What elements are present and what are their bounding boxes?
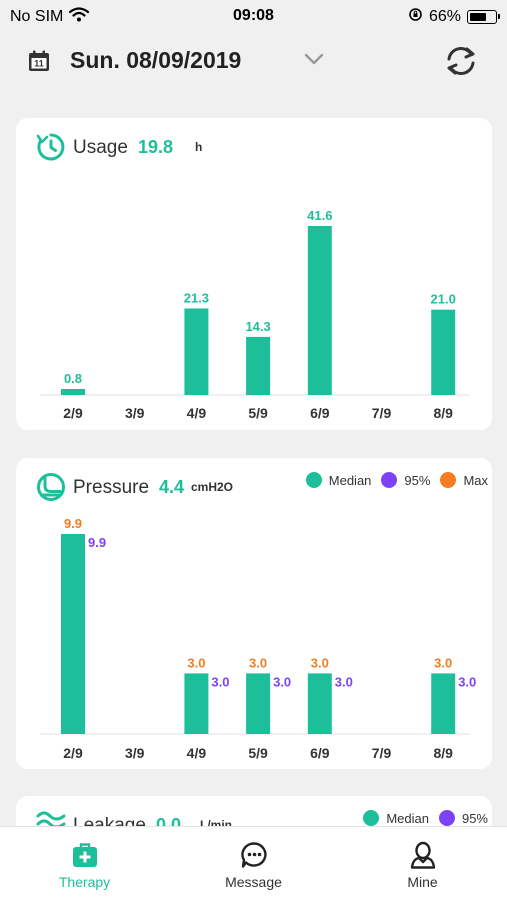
legend-median: Median [305, 472, 372, 488]
svg-text:11: 11 [34, 59, 44, 69]
tab-mine-label: Mine [407, 874, 438, 890]
leakage-legend: Median 95% [353, 810, 488, 826]
leakage-legend-95-label: 95% [461, 810, 488, 826]
leakage-legend-median: Median [363, 810, 429, 826]
legend-max: Max [440, 472, 488, 488]
usage-bar [61, 389, 85, 395]
pressure-95-label: 3.0 [273, 674, 291, 689]
status-time: 09:08 [233, 7, 274, 24]
status-bar: No SIM 09:08 66% [0, 0, 507, 32]
usage-x-tick: 5/9 [248, 405, 268, 421]
pressure-x-tick: 4/9 [187, 745, 207, 761]
user-icon [338, 841, 507, 869]
usage-bar [431, 309, 456, 395]
usage-x-tick: 4/9 [187, 405, 207, 421]
leakage-legend-median-label: Median [386, 810, 429, 826]
pressure-unit: cmH2O [191, 480, 234, 494]
pressure-median-bar [431, 673, 456, 734]
pressure-95-label: 3.0 [211, 674, 229, 689]
pressure-legend: Median 95% Max [296, 472, 488, 488]
tab-message[interactable]: Message [169, 827, 338, 900]
usage-bar-label: 41.6 [307, 208, 332, 223]
usage-x-tick: 8/9 [433, 405, 453, 421]
leakage-legend-95-dot [438, 810, 455, 826]
usage-bar [307, 226, 332, 395]
pressure-max-label: 3.0 [434, 655, 452, 670]
leakage-legend-median-dot [363, 810, 380, 826]
pressure-x-tick: 7/9 [372, 745, 392, 761]
status-right-group: 66% [408, 7, 500, 27]
pressure-95-label: 3.0 [458, 674, 476, 689]
calendar-icon[interactable]: 11 [27, 49, 51, 78]
legend-95: 95% [381, 472, 430, 488]
carrier-group: No SIM [10, 7, 90, 27]
carrier-label: No SIM [10, 8, 64, 25]
chevron-down-icon[interactable] [304, 52, 324, 71]
tab-bar: Therapy Message Mine [0, 826, 507, 900]
pressure-x-tick: 2/9 [63, 745, 83, 761]
pressure-x-tick: 3/9 [125, 745, 145, 761]
usage-title: Usage [73, 137, 128, 158]
pressure-max-label: 3.0 [249, 655, 267, 670]
legend-median-label: Median [328, 472, 372, 488]
usage-chart: 0.8 2/9 3/9 21.3 4/9 14.3 5/9 41.6 6/9 7/9 21.0 8/9 [40, 208, 470, 421]
usage-bar-label: 14.3 [245, 319, 270, 334]
battery-fill [470, 13, 486, 21]
legend-max-dot [440, 472, 457, 488]
usage-unit: h [195, 140, 203, 154]
usage-bar [184, 308, 209, 395]
medical-kit-icon [0, 841, 169, 869]
date-header: 11 Sun. 08/09/2019 [0, 36, 507, 86]
tab-therapy-label: Therapy [58, 874, 111, 890]
pressure-chart: 9.9 9.9 2/9 3/9 3.0 3.0 4/9 3.0 3.0 5/9 3.0 3.0 6/9 7… [40, 516, 476, 761]
usage-card-header: Usage 19.8 h [16, 118, 492, 178]
pressure-max-label: 3.0 [187, 655, 205, 670]
pressure-gauge-icon [36, 472, 66, 507]
selected-date[interactable]: Sun. 08/09/2019 [70, 47, 242, 73]
pressure-x-tick: 5/9 [248, 745, 268, 761]
pressure-95-label: 3.0 [335, 674, 353, 689]
usage-bar-label: 0.8 [64, 371, 82, 386]
pressure-card[interactable]: Pressure 4.4 cmH2O Median 95% Max 9.9 9.9… [16, 458, 492, 769]
usage-x-tick: 7/9 [372, 405, 392, 421]
legend-median-dot [305, 472, 322, 488]
pressure-median-bar [184, 673, 209, 734]
tab-message-label: Message [225, 874, 282, 890]
sync-icon[interactable] [443, 45, 479, 82]
legend-95-dot [381, 472, 398, 488]
pressure-max-label: 9.9 [64, 516, 82, 531]
usage-bar-label: 21.3 [184, 290, 209, 305]
legend-95-label: 95% [404, 472, 431, 488]
tab-therapy[interactable]: Therapy [0, 827, 169, 900]
usage-x-tick: 3/9 [125, 405, 145, 421]
pressure-max-label: 3.0 [311, 655, 329, 670]
usage-bar [246, 336, 271, 395]
pressure-95-label: 9.9 [88, 535, 106, 550]
pressure-median-bar [307, 673, 332, 734]
usage-value: 19.8 [138, 137, 174, 157]
tab-mine[interactable]: Mine [338, 827, 507, 900]
pressure-x-tick: 6/9 [310, 745, 330, 761]
usage-x-tick: 6/9 [310, 405, 330, 421]
pressure-x-tick: 8/9 [433, 745, 453, 761]
usage-card[interactable]: Usage 19.8 h 0.8 2/9 3/9 21.3 4/9 14.3 5/9 41.6… [16, 118, 492, 430]
pressure-median-bar [61, 534, 85, 734]
timer-icon [36, 132, 66, 167]
orientation-lock-icon [408, 7, 423, 27]
usage-bar-label: 21.0 [431, 292, 456, 307]
pressure-title: Pressure [73, 477, 150, 498]
battery-icon [467, 10, 500, 24]
pressure-median-bar [246, 673, 271, 734]
battery-percent: 66% [428, 8, 461, 25]
pressure-value: 4.4 [159, 477, 185, 497]
leakage-legend-95: 95% [438, 810, 488, 826]
pressure-card-header: Pressure 4.4 cmH2O Median 95% Max [16, 458, 492, 518]
chat-bubble-icon [169, 841, 338, 869]
legend-max-label: Max [463, 472, 488, 488]
usage-x-tick: 2/9 [63, 405, 83, 421]
wifi-icon [69, 7, 90, 27]
